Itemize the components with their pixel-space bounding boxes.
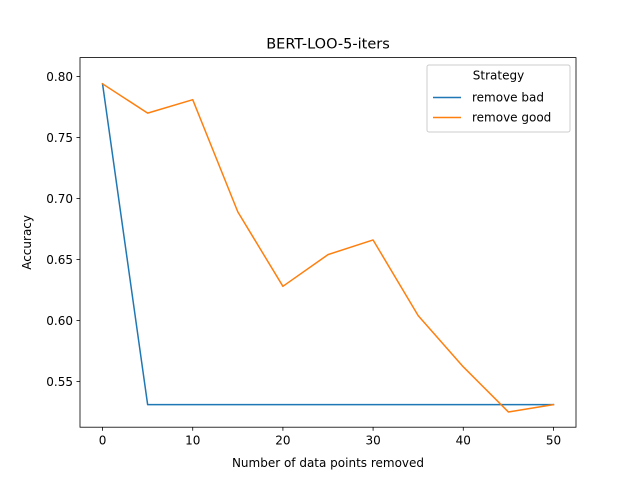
plot-frame bbox=[79, 57, 577, 428]
y-tick-label: 0.80 bbox=[46, 70, 73, 84]
x-axis: 0 10 20 30 40 50 bbox=[99, 427, 561, 448]
x-tick-label: 50 bbox=[546, 434, 561, 448]
legend-title: Strategy bbox=[473, 69, 524, 83]
x-tick-label: 40 bbox=[456, 434, 471, 448]
chart-title: BERT-LOO-5-iters bbox=[266, 37, 390, 53]
y-tick-label: 0.65 bbox=[46, 253, 73, 267]
x-axis-title: Number of data points removed bbox=[232, 456, 424, 470]
series-line-remove-bad bbox=[101, 82, 555, 406]
y-axis: 0.55 0.60 0.65 0.70 0.75 0.80 bbox=[46, 70, 80, 389]
y-tick-label: 0.55 bbox=[46, 375, 73, 389]
x-tick-label: 0 bbox=[99, 434, 107, 448]
y-tick-label: 0.70 bbox=[46, 192, 73, 206]
y-axis-title: Accuracy bbox=[20, 215, 34, 270]
x-tick-label: 10 bbox=[185, 434, 200, 448]
legend-box bbox=[426, 64, 571, 133]
y-tick-label: 0.75 bbox=[46, 131, 73, 145]
legend-label-remove-bad: remove bad bbox=[472, 91, 544, 105]
series-lines bbox=[101, 82, 555, 413]
series-line-remove-good bbox=[101, 82, 555, 413]
legend: Strategy remove bad remove good bbox=[426, 64, 571, 133]
y-tick-label: 0.60 bbox=[46, 314, 73, 328]
x-tick-label: 20 bbox=[275, 434, 290, 448]
x-tick-label: 30 bbox=[365, 434, 380, 448]
legend-label-remove-good: remove good bbox=[472, 111, 551, 125]
